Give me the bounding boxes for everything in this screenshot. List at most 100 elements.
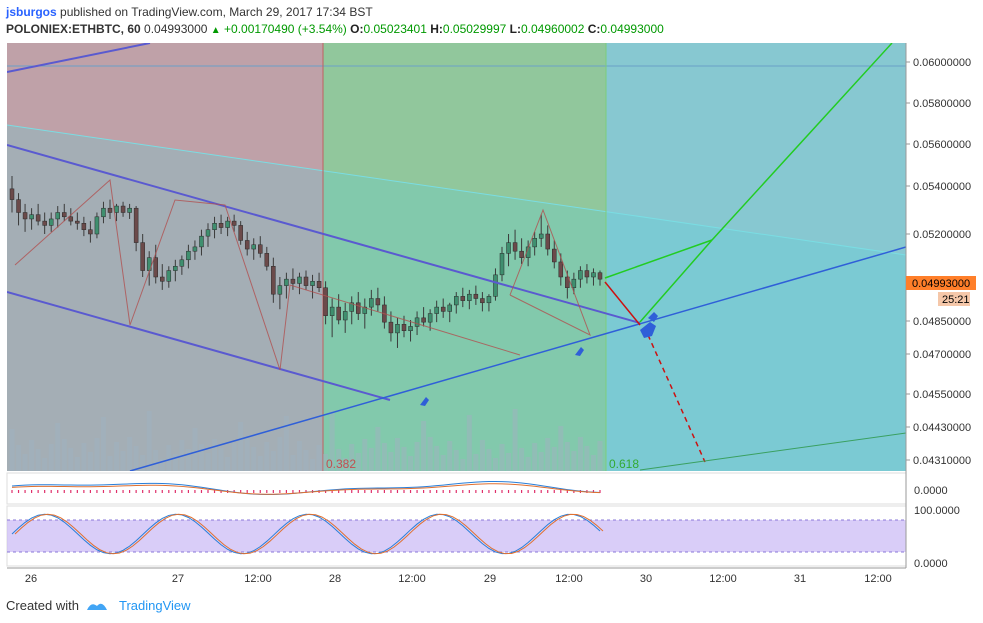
candle-body (205, 229, 211, 237)
volume-bar (277, 437, 283, 471)
macd-histogram-bar (298, 490, 301, 493)
macd-histogram-bar (449, 490, 451, 493)
price-tick-label: 0.04430000 (913, 422, 971, 434)
macd-histogram-bar (24, 490, 26, 493)
pattern-triangle (509, 208, 591, 337)
open-label: O: (350, 22, 364, 36)
candle-body (493, 274, 498, 297)
volume-bar (381, 443, 387, 471)
volume-bar (323, 454, 329, 471)
candle-body (591, 272, 596, 278)
candle-body (68, 216, 74, 222)
macd-histogram-bar (416, 490, 418, 493)
time-tick-label: 31 (794, 573, 806, 585)
candle-body (480, 298, 485, 304)
macd-pane[interactable] (6, 472, 907, 505)
macd-histogram-bar (213, 490, 216, 493)
channel-top-line (7, 43, 151, 73)
candle-body (532, 238, 537, 248)
candle-body (421, 317, 426, 323)
candle-body (310, 281, 315, 286)
candle-body (212, 223, 217, 230)
tradingview-link[interactable]: TradingView (118, 598, 191, 613)
candle-body (94, 216, 100, 235)
candle-body (584, 270, 590, 278)
price-axis-ticks: 0.06000000 0.05800000 0.05600000 0.05400000… (906, 57, 971, 467)
macd-histogram-bar (292, 490, 294, 493)
hand-marker-small-icon (420, 397, 429, 406)
volume-bar (375, 427, 381, 471)
last-price: 0.04993000 (144, 22, 208, 36)
volume-bar (577, 437, 583, 471)
hand-marker-small-icon (575, 347, 584, 356)
volume-bar (590, 455, 596, 471)
volume-bar (290, 455, 296, 471)
author-link[interactable]: jsburgos (6, 5, 57, 19)
volume-bar (486, 449, 492, 471)
volume-bar (571, 451, 577, 471)
volume-bar (558, 426, 564, 471)
candle-body (55, 212, 60, 220)
volume-bar (264, 442, 270, 471)
macd-histogram-bar (488, 490, 490, 493)
candle-body (323, 287, 328, 316)
volume-bar (434, 446, 440, 471)
candle-body (460, 296, 466, 301)
time-tick-label: 29 (484, 573, 496, 585)
time-tick-label: 27 (172, 573, 184, 585)
price-tick-label: 0.04700000 (913, 349, 971, 361)
candle-body (454, 296, 459, 306)
time-axis[interactable] (7, 568, 906, 588)
stoch-k-line (11, 513, 601, 555)
macd-histogram-bar (547, 490, 549, 493)
candle-body (375, 298, 381, 306)
candle-body (166, 270, 172, 282)
volume-bar (479, 440, 485, 471)
stoch-d-line (14, 513, 604, 555)
candle-body (565, 276, 570, 288)
low-label: L: (509, 22, 521, 36)
close-value: 0.04993000 (600, 22, 664, 36)
candle-body (558, 261, 564, 278)
macd-histogram-bar (325, 490, 327, 493)
volume-bar (421, 421, 427, 471)
chart-canvas[interactable]: 0.382 0.618 0.06000000 0.05800000 0.056000… (0, 0, 983, 595)
macd-histogram-bar (11, 490, 13, 493)
candle-body (290, 278, 296, 284)
volume-bar (120, 451, 126, 471)
macd-histogram-bar (462, 490, 464, 493)
published-text: published on TradingView.com, March 29, … (60, 5, 373, 19)
macd-histogram-bar (76, 490, 78, 493)
time-tick-label: 12:00 (864, 573, 892, 585)
stoch-lines (11, 513, 604, 555)
candle-body (244, 240, 250, 250)
macd-histogram-bar (540, 490, 542, 493)
price-pane[interactable] (7, 43, 906, 471)
candle-body (499, 253, 505, 276)
volume-bar (16, 445, 22, 471)
macd-histogram-bar (507, 490, 510, 493)
candle-body (173, 266, 178, 271)
macd-histogram-bar (50, 490, 52, 493)
candle-body (414, 317, 420, 327)
macd-histogram-bar (592, 490, 595, 493)
volume-bar (238, 422, 244, 471)
candle-body (153, 257, 158, 278)
candle-body (277, 285, 283, 295)
volume-bar (146, 411, 152, 471)
macd-histogram-bar (475, 490, 477, 493)
volume-bar (251, 447, 257, 471)
volume-bar (362, 439, 368, 471)
price-tick-label: 0.04310000 (913, 455, 971, 467)
time-tick-label: 12:00 (555, 573, 583, 585)
candle-body (545, 233, 550, 250)
price-tick-label: 0.04850000 (913, 316, 971, 328)
macd-histogram-bar (37, 490, 39, 493)
candle-body (133, 207, 139, 243)
fib-zone-cyan (606, 43, 906, 471)
volume-bar (81, 443, 87, 471)
macd-histogram-bar (168, 490, 170, 493)
candle-body (22, 212, 28, 220)
candle-body (297, 276, 302, 284)
candle-body (264, 253, 270, 267)
